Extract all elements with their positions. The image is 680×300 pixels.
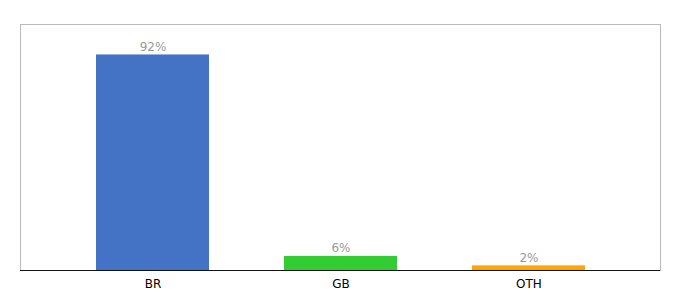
- svg-text:2%: 2%: [519, 251, 538, 265]
- svg-text:GB: GB: [332, 277, 350, 291]
- svg-text:BR: BR: [145, 277, 162, 291]
- svg-text:OTH: OTH: [516, 277, 542, 291]
- svg-text:6%: 6%: [331, 241, 350, 255]
- svg-text:92%: 92%: [140, 40, 167, 54]
